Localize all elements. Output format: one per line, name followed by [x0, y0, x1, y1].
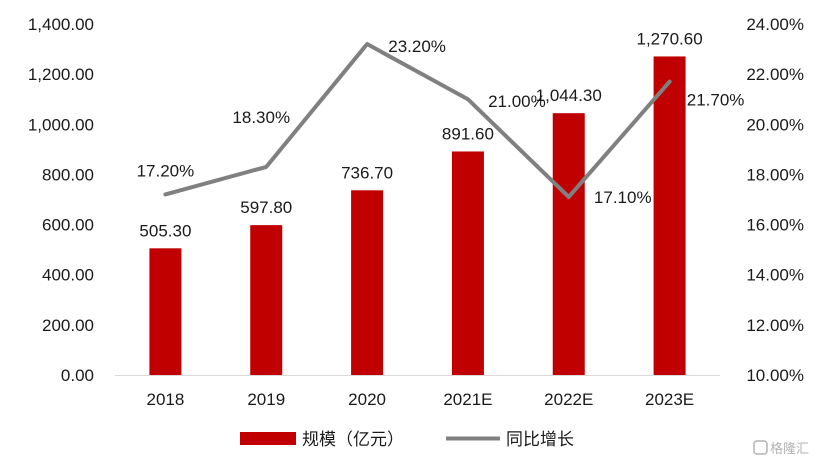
legend-bar-swatch — [240, 432, 296, 445]
x-tick-label: 2018 — [147, 390, 185, 409]
right-y-tick-label: 18.00% — [746, 165, 804, 184]
bar-data-label: 736.70 — [341, 163, 393, 182]
left-y-tick-label: 600.00 — [42, 216, 94, 235]
right-y-tick-label: 24.00% — [746, 15, 804, 34]
bar-data-labels: 505.30 597.80 736.70 891.60 1,044.30 1,270.60 — [139, 29, 702, 240]
left-y-tick-label: 1,000.00 — [28, 115, 94, 134]
line-data-label: 18.30% — [232, 108, 290, 127]
line-data-label: 23.20% — [388, 37, 446, 56]
bar — [451, 151, 484, 375]
right-y-tick-label: 20.00% — [746, 115, 804, 134]
bar — [653, 56, 686, 375]
growth-line — [163, 42, 672, 199]
line-data-label: 17.20% — [137, 161, 195, 180]
left-y-tick-label: 1,400.00 — [28, 15, 94, 34]
x-tick-label: 2020 — [348, 390, 386, 409]
line-data-labels: 17.20% 18.30% 23.20% 21.00% 17.10% 21.70% — [137, 37, 745, 207]
left-y-tick-label: 800.00 — [42, 165, 94, 184]
bar — [250, 225, 283, 375]
x-tick-label: 2023E — [645, 390, 694, 409]
right-y-tick-label: 10.00% — [746, 366, 804, 385]
line-data-label: 21.70% — [687, 91, 745, 110]
bar-series — [149, 56, 686, 375]
x-tick-label: 2022E — [544, 390, 593, 409]
left-y-tick-label: 1,200.00 — [28, 65, 94, 84]
watermark-logo-icon — [753, 440, 768, 455]
bar — [351, 190, 384, 375]
left-y-tick-label: 400.00 — [42, 266, 94, 285]
right-y-tick-label: 14.00% — [746, 266, 804, 285]
left-y-tick-label: 200.00 — [42, 316, 94, 335]
bar-data-label: 505.30 — [139, 221, 191, 240]
bar-data-label: 891.60 — [442, 124, 494, 143]
bar-data-label: 1,270.60 — [636, 29, 702, 48]
x-axis: 2018 2019 2020 2021E 2022E 2023E — [147, 390, 695, 409]
bar-data-label: 597.80 — [240, 198, 292, 217]
line-data-label: 17.10% — [594, 188, 652, 207]
x-tick-label: 2019 — [247, 390, 285, 409]
legend-line-label: 同比增长 — [506, 430, 574, 450]
watermark: 格隆汇 — [753, 440, 809, 457]
legend-bar-label: 规模（亿元） — [302, 430, 404, 450]
left-y-axis: 0.00 200.00 400.00 600.00 800.00 1,000.00 1,20… — [28, 15, 94, 385]
line-series — [163, 42, 672, 199]
x-tick-label: 2021E — [443, 390, 492, 409]
watermark-text: 格隆汇 — [770, 441, 809, 457]
legend: 规模（亿元） 同比增长 — [240, 430, 574, 450]
right-y-tick-label: 12.00% — [746, 316, 804, 335]
right-y-tick-label: 16.00% — [746, 216, 804, 235]
line-data-label: 21.00% — [488, 92, 546, 111]
left-y-tick-label: 0.00 — [61, 366, 94, 385]
bar-data-label: 1,044.30 — [536, 86, 602, 105]
right-y-axis: 10.00% 12.00% 14.00% 16.00% 18.00% 20.00% 22.0… — [746, 15, 804, 385]
right-y-tick-label: 22.00% — [746, 65, 804, 84]
bar — [552, 113, 585, 375]
bar — [149, 248, 182, 375]
